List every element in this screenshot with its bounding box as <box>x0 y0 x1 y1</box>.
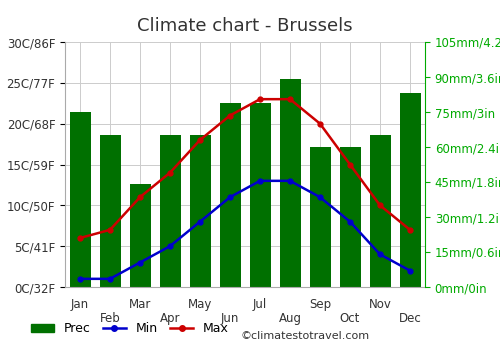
Title: Climate chart - Brussels: Climate chart - Brussels <box>137 17 353 35</box>
Text: Oct: Oct <box>340 312 360 325</box>
Bar <box>190 135 210 287</box>
Bar <box>70 112 90 287</box>
Bar <box>280 79 300 287</box>
Text: Sep: Sep <box>309 298 331 311</box>
Bar <box>130 184 150 287</box>
Bar <box>310 147 330 287</box>
Text: May: May <box>188 298 212 311</box>
Text: Jun: Jun <box>221 312 239 325</box>
Text: Mar: Mar <box>129 298 151 311</box>
Text: Feb: Feb <box>100 312 120 325</box>
Text: Aug: Aug <box>278 312 301 325</box>
Bar <box>340 147 360 287</box>
Bar <box>160 135 180 287</box>
Text: Nov: Nov <box>368 298 392 311</box>
Bar <box>400 93 420 287</box>
Text: ©climatestotravel.com: ©climatestotravel.com <box>240 331 369 341</box>
Legend: Prec, Min, Max: Prec, Min, Max <box>26 317 234 340</box>
Text: Dec: Dec <box>398 312 421 325</box>
Text: Jul: Jul <box>253 298 267 311</box>
Bar <box>370 135 390 287</box>
Text: Jan: Jan <box>71 298 89 311</box>
Text: Apr: Apr <box>160 312 180 325</box>
Bar <box>250 103 270 287</box>
Bar <box>100 135 120 287</box>
Bar <box>220 103 240 287</box>
